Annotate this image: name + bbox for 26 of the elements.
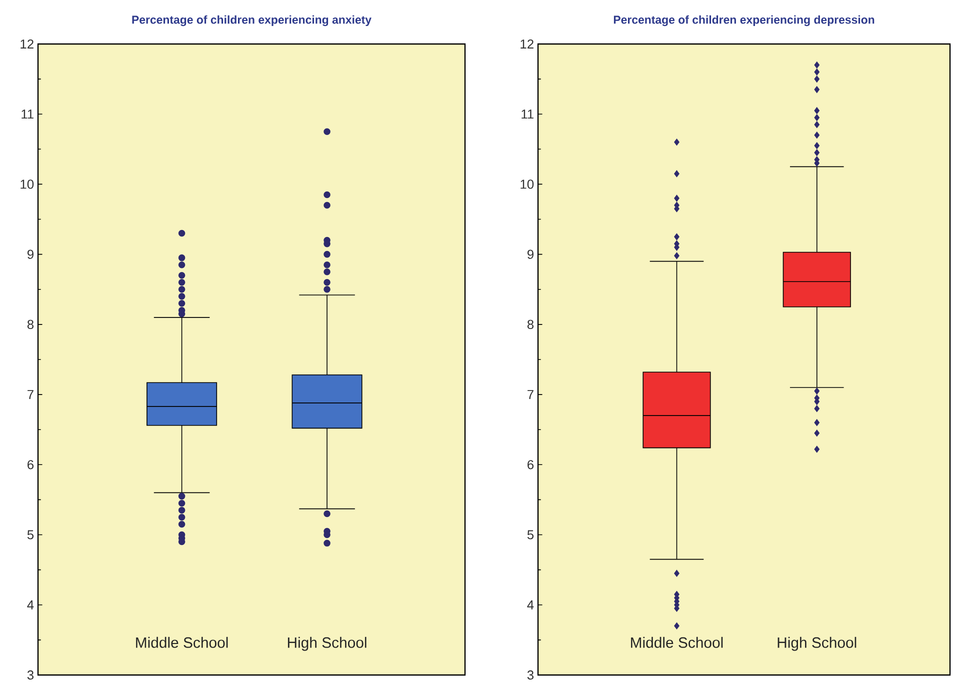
y-tick-label: 5 (527, 530, 534, 540)
y-tick-label: 3 (527, 670, 534, 680)
chart-title: Percentage of children experiencing anxiety (132, 15, 372, 26)
y-tick-label: 7 (28, 390, 34, 399)
chart-title: Percentage of children experiencing depression (614, 15, 874, 26)
y-tick-label: 4 (27, 600, 34, 610)
y-tick-label: 9 (528, 250, 534, 259)
y-tick-label: 5 (27, 530, 34, 540)
y-tick-label: 12 (20, 39, 34, 49)
y-tick-label: 8 (527, 320, 534, 330)
x-tick-label: High School (288, 636, 366, 651)
y-tick-label: 10 (20, 180, 34, 189)
x-tick-label: Middle School (136, 636, 228, 648)
y-tick-label: 3 (27, 670, 34, 680)
y-tick-label: 4 (527, 600, 534, 610)
y-tick-label: 12 (520, 39, 534, 49)
y-tick-label: 6 (28, 460, 34, 470)
y-tick-label: 9 (27, 250, 34, 259)
y-tick-label: 10 (520, 180, 534, 189)
y-tick-label: 7 (528, 390, 534, 399)
y-tick-label: 11 (522, 110, 534, 119)
x-tick-label: High School (778, 636, 856, 651)
y-tick-label: 11 (22, 110, 34, 119)
y-tick-label: 8 (27, 320, 34, 330)
x-tick-label: Middle School (631, 636, 723, 648)
y-tick-label: 6 (528, 460, 534, 470)
